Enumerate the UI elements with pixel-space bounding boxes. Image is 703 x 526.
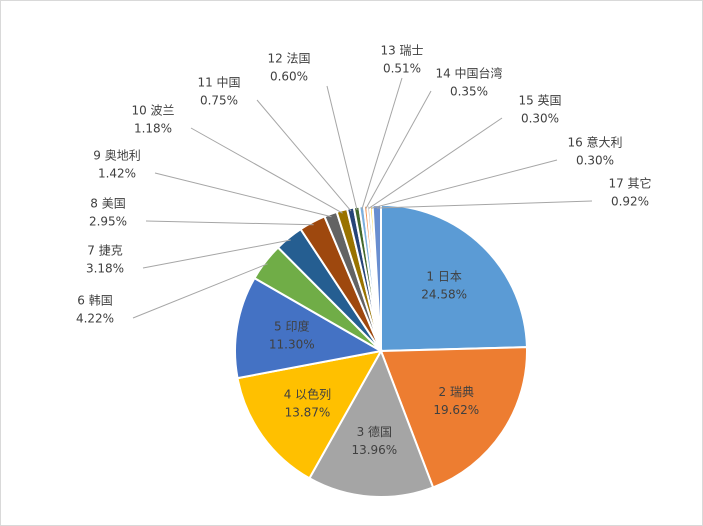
- leader-line: [154, 172, 332, 218]
- value-label: 13.96%: [351, 443, 397, 457]
- category-label: 15 英国: [518, 94, 561, 108]
- value-label: 0.60%: [270, 70, 308, 84]
- leader-line: [190, 127, 343, 214]
- value-label: 1.18%: [134, 122, 172, 136]
- pie-slice: [379, 346, 528, 489]
- value-label: 0.51%: [383, 62, 421, 76]
- leader-line: [256, 99, 352, 212]
- value-label: 0.92%: [611, 195, 649, 209]
- leader-line: [142, 239, 291, 269]
- leader-line: [132, 263, 268, 319]
- value-label: 0.30%: [576, 154, 614, 168]
- value-label: 2.95%: [89, 215, 127, 229]
- leader-line: [368, 117, 503, 209]
- pie-slice: [234, 276, 384, 380]
- category-label: 8 美国: [90, 197, 125, 211]
- category-label: 12 法国: [267, 52, 310, 66]
- category-label: 14 中国台湾: [435, 66, 502, 81]
- value-label: 24.58%: [421, 288, 467, 302]
- category-label: 4 以色列: [284, 387, 331, 401]
- leader-line: [145, 220, 314, 226]
- category-label: 17 其它: [608, 176, 651, 191]
- leader-line: [371, 159, 558, 209]
- category-label: 11 中国: [197, 75, 240, 90]
- category-label: 9 奥地利: [93, 149, 140, 163]
- leader-line: [376, 200, 593, 209]
- pie-slice: [308, 348, 435, 498]
- value-label: 0.30%: [521, 112, 559, 126]
- category-label: 16 意大利: [567, 135, 622, 150]
- value-label: 3.18%: [86, 262, 124, 276]
- category-label: 10 波兰: [131, 104, 174, 118]
- value-label: 0.35%: [450, 85, 488, 99]
- category-label: 1 日本: [426, 270, 461, 284]
- category-label: 5 印度: [274, 318, 309, 333]
- value-label: 1.42%: [98, 167, 136, 181]
- category-label: 3 德国: [357, 424, 392, 439]
- category-label: 2 瑞典: [439, 385, 474, 399]
- value-label: 19.62%: [433, 403, 479, 417]
- leader-line: [365, 90, 432, 209]
- value-label: 0.75%: [200, 94, 238, 108]
- leader-line: [361, 77, 403, 210]
- value-label: 11.30%: [269, 337, 315, 351]
- value-label: 4.22%: [76, 312, 114, 326]
- category-label: 7 捷克: [87, 244, 122, 258]
- leader-line: [326, 85, 358, 211]
- category-label: 13 瑞士: [380, 44, 423, 58]
- value-label: 13.87%: [285, 405, 331, 419]
- category-label: 6 韩国: [77, 293, 112, 308]
- pie-slice: [236, 349, 383, 480]
